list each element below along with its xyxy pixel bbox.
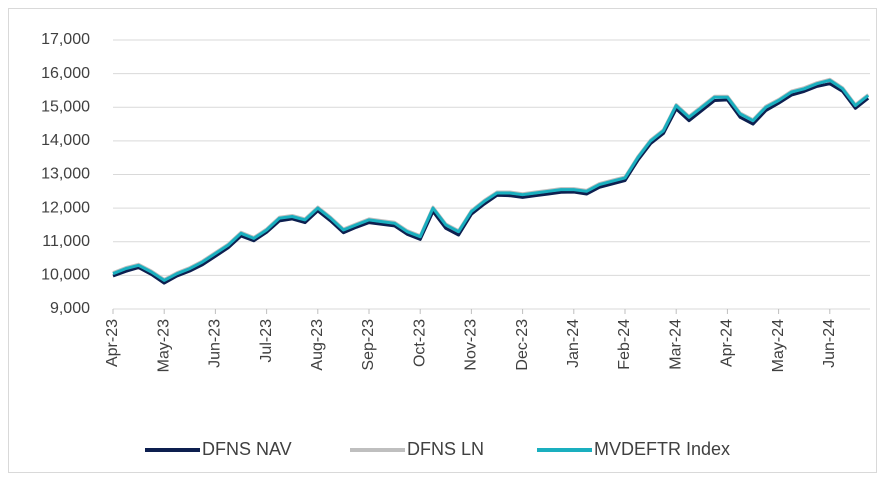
y-tick-label: 14,000 bbox=[41, 132, 90, 149]
x-tick-label: Oct-23 bbox=[411, 319, 428, 367]
x-tick-label: Jun-23 bbox=[207, 319, 224, 368]
x-tick-label: Sep-23 bbox=[360, 319, 377, 371]
chart-border bbox=[8, 8, 877, 473]
x-tick-label: Mar-24 bbox=[667, 319, 684, 370]
x-tick-label: Jun-24 bbox=[821, 319, 838, 368]
x-tick-label: Aug-23 bbox=[309, 319, 326, 371]
series-line bbox=[112, 78, 870, 282]
x-tick-label: Apr-23 bbox=[104, 319, 121, 367]
legend-label: DFNS LN bbox=[407, 439, 484, 459]
y-tick-label: 13,000 bbox=[41, 166, 90, 183]
x-tick-label: May-23 bbox=[155, 319, 172, 372]
y-tick-label: 16,000 bbox=[41, 65, 90, 82]
y-tick-label: 11,000 bbox=[42, 233, 90, 250]
x-tick-label: Nov-23 bbox=[463, 319, 480, 371]
y-tick-label: 17,000 bbox=[41, 31, 90, 48]
x-tick-label: Jan-24 bbox=[565, 319, 582, 368]
y-tick-label: 10,000 bbox=[41, 267, 90, 284]
x-tick-label: Jul-23 bbox=[258, 319, 275, 363]
y-tick-label: 12,000 bbox=[41, 199, 90, 216]
series-line bbox=[112, 82, 870, 285]
x-tick-label: Apr-24 bbox=[719, 319, 736, 367]
legend-label: DFNS NAV bbox=[202, 439, 292, 459]
y-tick-label: 15,000 bbox=[41, 98, 90, 115]
legend-label: MVDEFTR Index bbox=[594, 439, 730, 459]
x-tick-label: Dec-23 bbox=[514, 319, 531, 371]
x-tick-label: Feb-24 bbox=[616, 319, 633, 370]
x-tick-label: May-24 bbox=[770, 319, 787, 372]
y-tick-label: 9,000 bbox=[50, 300, 90, 317]
